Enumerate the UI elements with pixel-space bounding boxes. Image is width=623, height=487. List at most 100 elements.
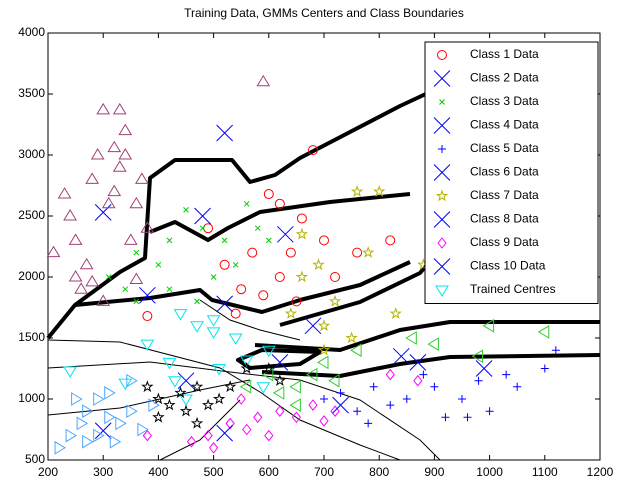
marker [212, 392, 226, 405]
marker [271, 354, 289, 371]
marker [133, 298, 140, 305]
y-tick-label: 3000 [18, 147, 45, 161]
marker [386, 401, 395, 410]
marker [243, 200, 250, 207]
marker [285, 247, 296, 258]
legend-label: Class 2 Data [470, 71, 539, 85]
y-tick-label: 500 [25, 452, 45, 466]
marker [312, 258, 325, 271]
marker [118, 378, 133, 391]
marker [219, 259, 230, 270]
marker [458, 395, 466, 403]
marker [112, 102, 127, 115]
legend: Class 1 Data Class 2 Data Class 3 Data Clas… [424, 41, 599, 304]
marker [372, 185, 386, 197]
marker [236, 284, 247, 295]
marker [225, 417, 235, 430]
marker [254, 225, 261, 232]
marker [139, 286, 156, 304]
marker [427, 337, 439, 351]
marker [437, 237, 447, 249]
marker [216, 424, 233, 442]
marker [537, 325, 550, 339]
marker [350, 343, 362, 358]
marker [317, 355, 329, 370]
marker [223, 380, 237, 393]
marker [419, 370, 428, 379]
marker [142, 429, 153, 442]
marker [273, 374, 287, 386]
marker [101, 196, 116, 209]
marker [253, 411, 263, 424]
marker [437, 50, 447, 60]
marker [317, 343, 331, 356]
marker [265, 237, 272, 244]
marker [261, 345, 276, 358]
marker [206, 327, 221, 339]
marker [319, 415, 329, 427]
marker [433, 258, 451, 275]
marker [94, 203, 112, 221]
x-tick-label: 600 [259, 465, 279, 479]
marker [369, 382, 378, 391]
marker [68, 270, 83, 282]
marker [152, 410, 165, 423]
x-tick-label: 900 [424, 465, 444, 479]
marker [203, 223, 214, 234]
marker [133, 249, 140, 256]
marker [513, 382, 522, 391]
marker [353, 407, 362, 416]
marker [247, 247, 258, 258]
marker [307, 145, 318, 156]
marker [65, 428, 78, 443]
marker [463, 413, 472, 422]
marker [137, 422, 149, 437]
x-tick-label: 1000 [476, 465, 503, 479]
marker [183, 207, 189, 213]
marker [289, 398, 301, 412]
marker [385, 368, 395, 381]
marker [190, 321, 204, 333]
marker [82, 434, 94, 449]
marker [291, 411, 302, 424]
marker [126, 373, 138, 388]
marker [330, 405, 340, 418]
marker [236, 393, 246, 405]
legend-label: Class 3 Data [470, 94, 539, 108]
marker [441, 413, 450, 422]
marker [272, 386, 285, 400]
marker [433, 164, 451, 181]
marker [256, 382, 271, 394]
marker [212, 364, 227, 376]
marker [166, 237, 173, 244]
legend-label: Class 10 Data [470, 259, 546, 273]
marker [258, 290, 269, 301]
marker [264, 429, 274, 442]
marker [206, 315, 221, 327]
marker [413, 374, 423, 387]
marker [221, 237, 228, 244]
marker [152, 392, 165, 405]
marker [275, 405, 285, 418]
x-tick-label: 300 [93, 465, 113, 479]
marker [435, 189, 449, 202]
legend-label: Class 8 Data [470, 212, 539, 226]
marker [295, 270, 309, 283]
marker [230, 308, 241, 319]
legend-label: Class 4 Data [470, 118, 539, 132]
marker [63, 209, 77, 221]
marker [475, 360, 493, 377]
marker [289, 379, 301, 394]
marker [474, 376, 483, 385]
marker [433, 117, 451, 134]
marker [105, 274, 112, 280]
marker [104, 410, 116, 425]
marker [142, 311, 153, 322]
marker [435, 285, 449, 297]
marker [93, 392, 105, 406]
marker [107, 184, 122, 197]
marker [320, 395, 328, 403]
marker [129, 272, 144, 284]
marker [162, 357, 177, 370]
marker [402, 395, 411, 403]
